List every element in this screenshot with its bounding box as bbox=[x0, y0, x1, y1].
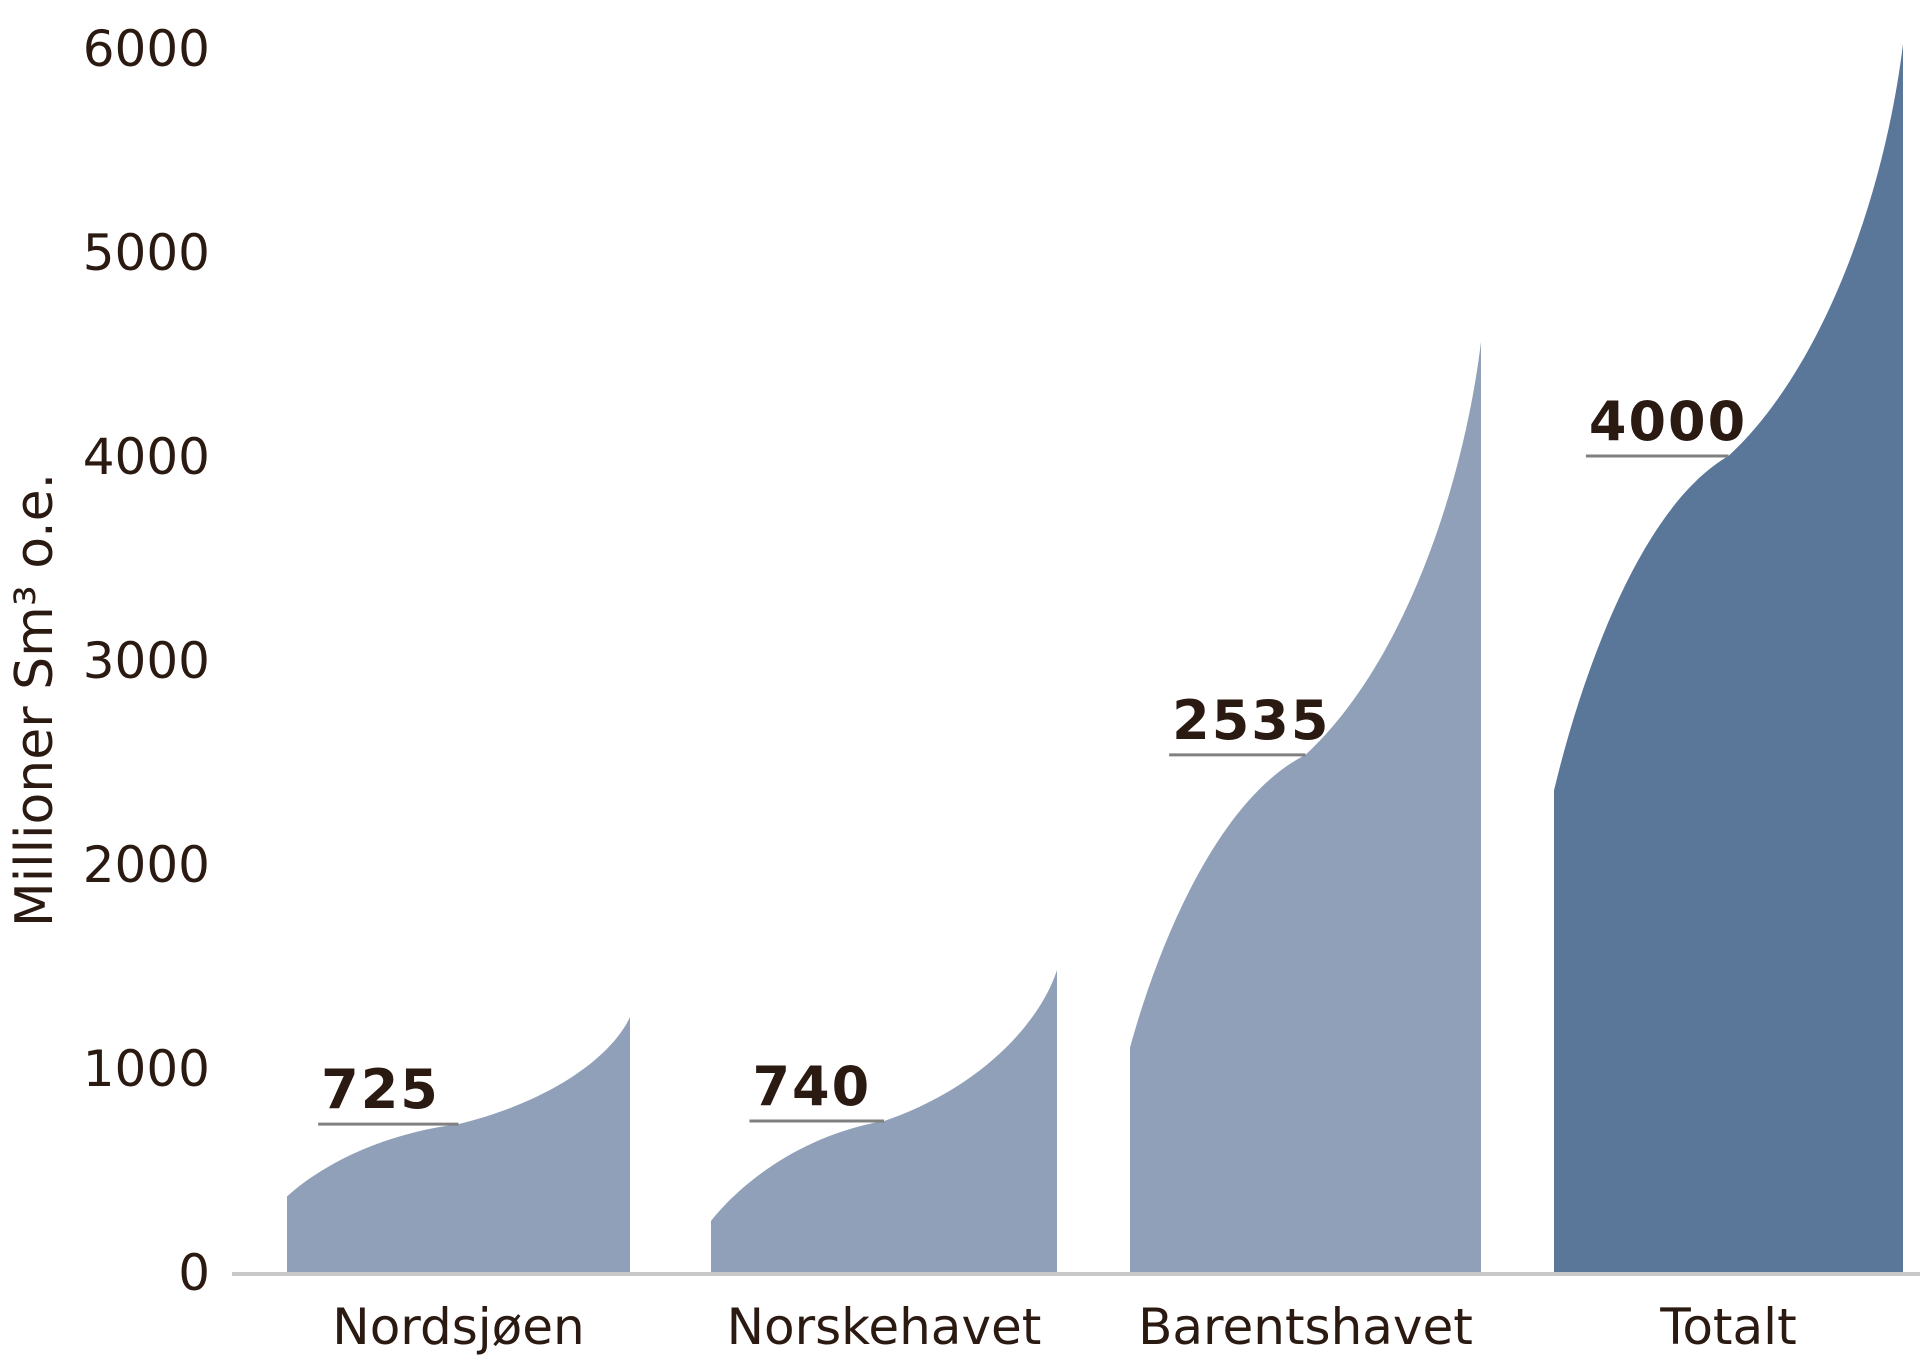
y-tick-label: 2000 bbox=[83, 836, 210, 894]
value-label-norskehavet: 740 bbox=[752, 1055, 871, 1118]
distribution-areas bbox=[287, 43, 1903, 1272]
value-label-barentshavet: 2535 bbox=[1172, 689, 1330, 752]
category-label: Norskehavet bbox=[727, 1298, 1042, 1356]
expected-markers: 725 740 2535 4000 bbox=[318, 390, 1747, 1126]
y-tick-label: 1000 bbox=[83, 1040, 210, 1098]
x-axis-categories: Nordsjøen Norskehavet Barentshavet Totalt bbox=[332, 1298, 1796, 1356]
value-label-totalt: 4000 bbox=[1589, 390, 1747, 453]
y-tick-label: 0 bbox=[178, 1244, 210, 1302]
y-axis-title: Millioner Sm³ o.e. bbox=[5, 473, 65, 927]
y-tick-label: 5000 bbox=[83, 224, 210, 282]
y-tick-label: 4000 bbox=[83, 428, 210, 486]
category-label: Nordsjøen bbox=[332, 1298, 584, 1356]
area-totalt bbox=[1554, 43, 1903, 1272]
area-nordsjøen bbox=[287, 1017, 630, 1272]
category-label: Totalt bbox=[1659, 1298, 1796, 1356]
y-tick-label: 3000 bbox=[83, 632, 210, 690]
y-axis-ticks: 0 1000 2000 3000 4000 5000 6000 bbox=[83, 20, 210, 1302]
area-barentshavet bbox=[1130, 341, 1481, 1272]
category-label: Barentshavet bbox=[1138, 1298, 1473, 1356]
y-tick-label: 6000 bbox=[83, 20, 210, 78]
value-label-nordsjøen: 725 bbox=[321, 1058, 440, 1121]
